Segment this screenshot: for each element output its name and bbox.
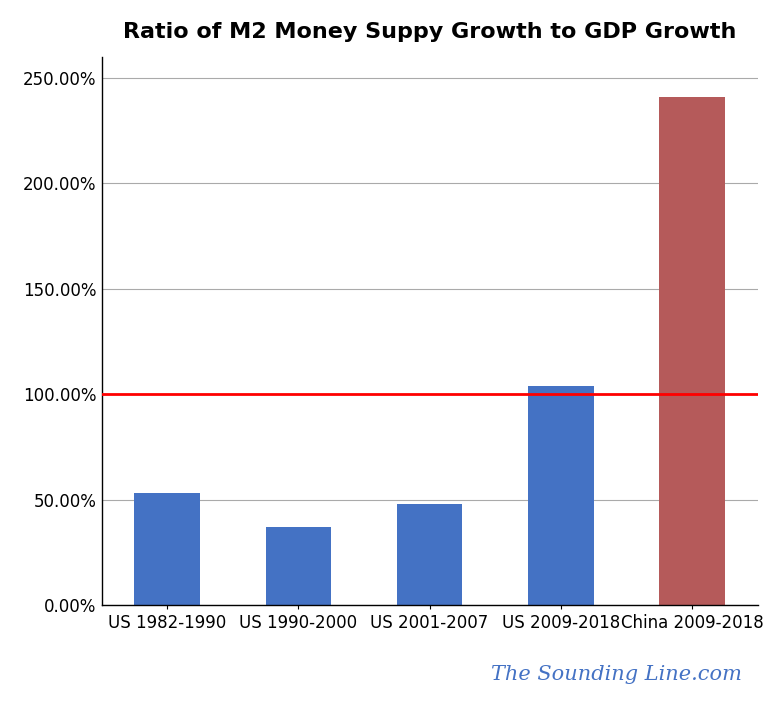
Bar [528, 386, 594, 605]
Bar [397, 504, 462, 605]
Bar [134, 493, 200, 605]
Title: Ratio of M2 Money Suppy Growth to GDP Growth: Ratio of M2 Money Suppy Growth to GDP Gr… [123, 21, 736, 41]
Text: The Sounding Line.com: The Sounding Line.com [491, 664, 742, 684]
Bar [659, 97, 725, 605]
Bar [266, 527, 331, 605]
